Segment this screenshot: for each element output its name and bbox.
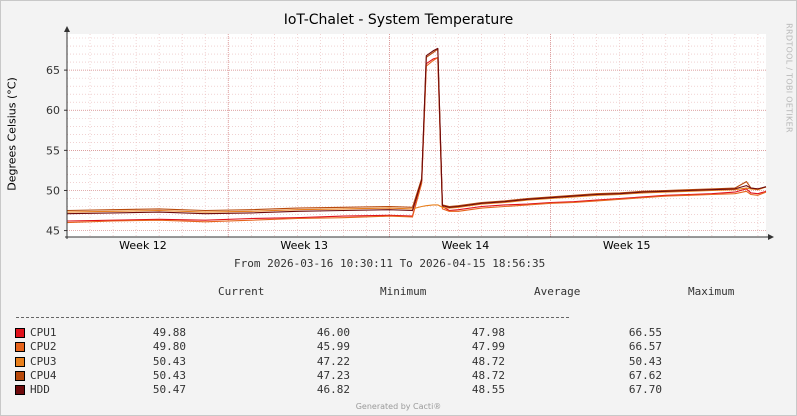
legend-value-minimum: 47.22 bbox=[316, 354, 350, 368]
legend-value-current: 49.80 bbox=[152, 340, 186, 354]
legend-value-minimum: 46.00 bbox=[316, 326, 350, 339]
legend-value-maximum: 66.55 bbox=[628, 326, 662, 339]
temperature-chart: 45 50 55 60 65 Week 12 Week 13 Week 14 Week 15 bbox=[46, 26, 774, 252]
legend-value-minimum: 46.82 bbox=[316, 383, 350, 397]
date-range-text: From 2026-03-16 10:30:11 To 2026-04-15 1… bbox=[234, 257, 546, 270]
legend-swatch bbox=[15, 370, 25, 381]
y-tick-label: 65 bbox=[46, 64, 60, 77]
series-line-cpu1 bbox=[66, 57, 767, 222]
legend-row-cpu3: CPU3 50.43 47.22 48.72 50.43 bbox=[15, 355, 775, 368]
legend-row-cpu2: CPU2 49.80 45.99 47.99 66.57 bbox=[15, 340, 775, 353]
legend-value-current: 50.43 bbox=[152, 354, 186, 368]
legend-series-name: CPU4 bbox=[30, 368, 57, 382]
legend-swatch bbox=[15, 328, 25, 338]
legend-value-average: 48.72 bbox=[471, 354, 505, 368]
legend-header-current: Current bbox=[218, 285, 265, 298]
legend-series-name: HDD bbox=[30, 383, 50, 397]
legend-value-average: 47.99 bbox=[471, 340, 505, 354]
series-line-cpu4 bbox=[66, 48, 767, 212]
legend-row-cpu1: CPU1 49.88 46.00 47.98 66.55 bbox=[15, 326, 775, 339]
legend-series-name: CPU1 bbox=[30, 326, 57, 339]
chart-title: IoT-Chalet - System Temperature bbox=[283, 12, 514, 28]
legend-value-average: 47.98 bbox=[471, 326, 505, 339]
legend-value-minimum: 45.99 bbox=[316, 340, 350, 354]
legend-swatch bbox=[15, 356, 25, 367]
x-axis-arrow bbox=[768, 234, 774, 240]
legend-value-maximum: 67.70 bbox=[628, 383, 662, 397]
legend-header-average: Average bbox=[534, 285, 581, 298]
legend-value-minimum: 47.23 bbox=[316, 368, 350, 382]
legend-value-maximum: 67.62 bbox=[628, 368, 662, 382]
y-tick-label: 45 bbox=[46, 225, 60, 238]
legend-header-minimum: Minimum bbox=[380, 285, 427, 298]
legend-value-average: 48.72 bbox=[471, 368, 505, 382]
legend-series-name: CPU2 bbox=[30, 340, 57, 354]
series-line-cpu2 bbox=[66, 56, 767, 224]
legend-swatch bbox=[15, 385, 25, 396]
legend-value-current: 50.47 bbox=[152, 383, 186, 397]
legend-value-maximum: 50.43 bbox=[628, 354, 662, 368]
legend-series-name: CPU3 bbox=[30, 354, 57, 368]
legend-divider bbox=[16, 317, 569, 318]
x-tick-label: Week 15 bbox=[603, 239, 651, 252]
legend-value-current: 49.88 bbox=[152, 326, 186, 339]
legend-row-hdd: HDD 50.47 46.82 48.55 67.70 bbox=[15, 383, 775, 396]
series-line-cpu3 bbox=[66, 186, 767, 213]
y-tick-label: 55 bbox=[46, 144, 60, 157]
legend-row-cpu4: CPU4 50.43 47.23 48.72 67.62 bbox=[15, 369, 775, 382]
x-tick-label: Week 12 bbox=[119, 239, 167, 252]
x-tick-label: Week 14 bbox=[442, 239, 490, 252]
x-tick-label: Week 13 bbox=[280, 239, 328, 252]
series-line-hdd bbox=[66, 47, 767, 215]
footer-generated-by: Generated by Cacti® bbox=[355, 402, 442, 411]
legend-header-maximum: Maximum bbox=[688, 285, 735, 298]
y-tick-label: 50 bbox=[46, 184, 60, 197]
legend-value-average: 48.55 bbox=[471, 383, 505, 397]
legend-value-current: 50.43 bbox=[152, 368, 186, 382]
y-tick-label: 60 bbox=[46, 104, 60, 117]
legend-value-maximum: 66.57 bbox=[628, 340, 662, 354]
legend-swatch bbox=[15, 342, 25, 353]
y-axis-arrow bbox=[64, 26, 70, 32]
